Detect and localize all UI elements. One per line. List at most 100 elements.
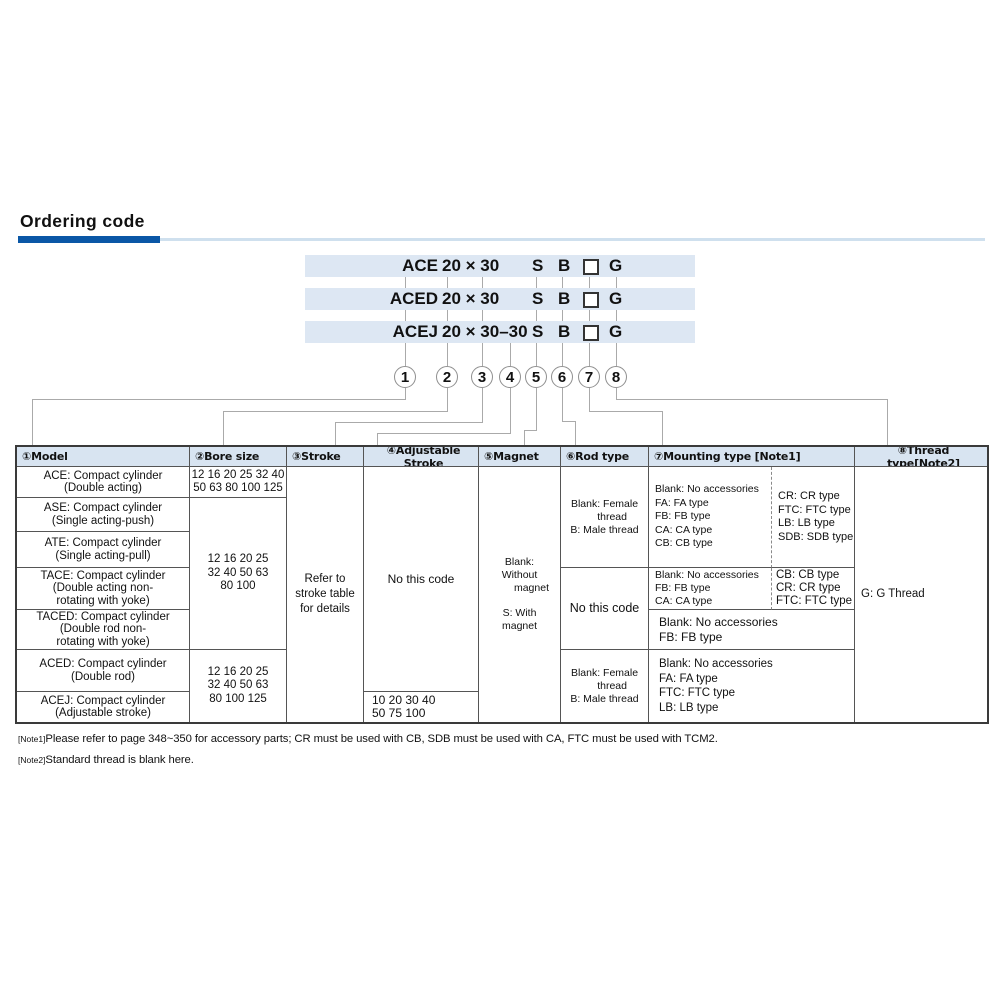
title-underline-rule <box>160 238 985 241</box>
digit-circle-3: 3 <box>471 366 493 388</box>
model-cell-taced: TACED: Compact cylinder (Double rod non-… <box>17 610 190 650</box>
col-header-model: ①Model <box>17 447 190 467</box>
blank-square-icon <box>583 325 599 341</box>
bar-rod-code: B <box>558 289 571 308</box>
col-header-bore-size: ②Bore size <box>190 447 287 467</box>
rod-type-cell-2: No this code <box>561 568 649 650</box>
bar-thread-code: G <box>609 322 623 341</box>
connector-line <box>335 422 336 445</box>
connector-line <box>405 277 406 288</box>
connector-line <box>524 430 525 445</box>
model-cell-acej: ACEJ: Compact cylinder (Adjustable strok… <box>17 692 190 722</box>
mounting-cell-a-right: CR: CR type FTC: FTC type LB: LB type SD… <box>772 467 855 568</box>
rod-line-1: Blank: Female <box>570 497 639 510</box>
col-header-magnet: ⑤Magnet <box>479 447 561 467</box>
mounting-cell-d: Blank: No accessories FA: FA type FTC: F… <box>649 650 855 722</box>
magnet-line-1: Blank: Without <box>501 556 538 581</box>
connector-line <box>589 277 590 288</box>
rod-line-3: B: Male thread <box>570 523 639 536</box>
connector-line <box>223 411 224 445</box>
connector-line <box>589 411 663 412</box>
bar-magnet-code: S <box>532 322 544 341</box>
ordering-bar-ace: ACE 20 × 30 S B G <box>305 255 695 277</box>
connector-line <box>405 388 406 399</box>
rod-type-cell-1: Blank: Female thread B: Male thread <box>561 467 649 568</box>
col-header-adjustable-stroke: ④Adjustable Stroke <box>364 447 479 467</box>
note-line-2: [Note2]Standard thread is blank here. <box>18 750 983 768</box>
ordering-table: ①Model ②Bore size ③Stroke ④Adjustable St… <box>15 445 989 724</box>
connector-line <box>616 388 617 399</box>
bar-model: ACE <box>402 256 438 275</box>
note-text: Please refer to page 348~350 for accesso… <box>45 733 718 745</box>
col-header-stroke: ③Stroke <box>287 447 364 467</box>
bar-model: ACEJ <box>392 322 438 341</box>
rod-type-cell-3: Blank: Female thread B: Male thread <box>561 650 649 722</box>
magnet-line-3: S: With magnet <box>501 607 538 632</box>
connector-line <box>562 343 563 366</box>
connector-line <box>482 310 483 321</box>
col-header-rod-type: ⑥Rod type <box>561 447 649 467</box>
connector-line <box>524 430 537 431</box>
connector-line <box>447 277 448 288</box>
bar-size: 20 × 30 <box>442 256 500 275</box>
connector-line <box>589 310 590 321</box>
note-tag: [Note2] <box>18 755 46 765</box>
rod-line-3: B: Male thread <box>570 692 639 705</box>
rod-line-2: thread <box>597 510 627 523</box>
digit-circle-8: 8 <box>605 366 627 388</box>
model-cell-tace: TACE: Compact cylinder (Double acting no… <box>17 568 190 610</box>
connector-line <box>510 388 511 433</box>
mounting-cell-b-right: CB: CB type CR: CR type FTC: FTC type <box>772 568 855 610</box>
blank-square-icon <box>583 259 599 275</box>
connector-line <box>482 277 483 288</box>
ordering-bar-aced: ACED 20 × 30 S B G <box>305 288 695 310</box>
magnet-line-2: magnet <box>513 582 549 594</box>
connector-line <box>482 388 483 422</box>
bar-magnet-code: S <box>532 256 544 275</box>
connector-line <box>616 277 617 288</box>
connector-line <box>562 421 576 422</box>
col-header-thread-type: ⑧Thread type[Note2] <box>855 447 987 467</box>
bar-model: ACED <box>389 289 438 308</box>
connector-line <box>32 399 33 445</box>
blank-square-icon <box>583 292 599 308</box>
adjustable-stroke-values-cell: 10 20 30 40 50 75 100 <box>364 692 479 722</box>
connector-line <box>447 343 448 366</box>
bore-cell-3: 12 16 20 25 32 40 50 63 80 100 125 <box>190 650 287 722</box>
bar-rod-code: B <box>558 322 571 341</box>
digit-circle-2: 2 <box>436 366 458 388</box>
note-text: Standard thread is blank here. <box>45 754 194 766</box>
connector-line <box>32 399 406 400</box>
thread-type-cell: G: G Thread <box>861 588 925 600</box>
bar-size: 20 × 30 <box>442 289 500 308</box>
bore-cell-2: 12 16 20 25 32 40 50 63 80 100 <box>190 498 287 650</box>
connector-line <box>589 388 590 411</box>
col-header-mounting-type: ⑦Mounting type [Note1] <box>649 447 855 467</box>
connector-line <box>562 277 563 288</box>
bar-thread-code: G <box>609 256 623 275</box>
connector-line <box>377 433 511 434</box>
bar-rod-code: B <box>558 256 571 275</box>
connector-line <box>536 310 537 321</box>
digit-circle-6: 6 <box>551 366 573 388</box>
stroke-cell: Refer to stroke table for details <box>287 467 364 722</box>
bar-thread-code: G <box>609 289 623 308</box>
connector-line <box>575 421 576 445</box>
digit-circle-1: 1 <box>394 366 416 388</box>
model-cell-ase: ASE: Compact cylinder (Single acting-pus… <box>17 498 190 532</box>
connector-line <box>405 343 406 366</box>
digit-circle-5: 5 <box>525 366 547 388</box>
connector-line <box>536 277 537 288</box>
connector-line <box>405 310 406 321</box>
connector-line <box>447 388 448 411</box>
connector-line <box>616 399 888 400</box>
model-cell-ace: ACE: Compact cylinder (Double acting) <box>17 467 190 498</box>
connector-line <box>335 422 483 423</box>
page-title: Ordering code <box>20 211 145 231</box>
note-line-1: [Note1]Please refer to page 348~350 for … <box>18 729 983 747</box>
connector-line <box>482 343 483 366</box>
connector-line <box>562 310 563 321</box>
rod-line-1: Blank: Female <box>570 666 639 679</box>
title-underline-accent <box>18 236 160 243</box>
model-cell-ate: ATE: Compact cylinder (Single acting-pul… <box>17 532 190 568</box>
